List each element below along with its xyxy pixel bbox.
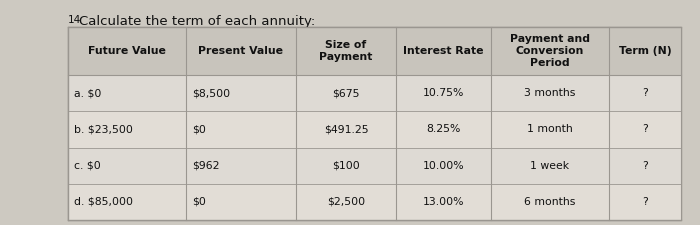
Bar [68,27,681,220]
Text: 14: 14 [68,15,81,25]
Text: Interest Rate: Interest Rate [403,46,484,56]
Text: 10.75%: 10.75% [423,88,464,98]
Text: b. $23,500: b. $23,500 [74,124,133,134]
Text: ?: ? [642,124,648,134]
Text: $491.25: $491.25 [323,124,368,134]
Text: Future Value: Future Value [88,46,166,56]
Text: $0: $0 [192,124,206,134]
Text: Size of
Payment: Size of Payment [319,40,372,62]
Text: $8,500: $8,500 [192,88,230,98]
Text: 13.00%: 13.00% [423,197,464,207]
Text: 10.00%: 10.00% [423,161,464,171]
Text: Payment and
Conversion
Period: Payment and Conversion Period [510,34,590,68]
Text: $2,500: $2,500 [327,197,365,207]
Bar [68,148,681,184]
Text: 6 months: 6 months [524,197,575,207]
Bar [68,184,681,220]
Text: ?: ? [642,88,648,98]
Text: $962: $962 [192,161,220,171]
Text: $0: $0 [192,197,206,207]
Text: 3 months: 3 months [524,88,575,98]
Text: 1 week: 1 week [531,161,570,171]
Text: $675: $675 [332,88,360,98]
Text: 1 month: 1 month [527,124,573,134]
Bar [68,111,681,148]
Bar [68,75,681,111]
Text: 8.25%: 8.25% [426,124,461,134]
Bar [68,27,681,75]
Text: ?: ? [642,161,648,171]
Text: c. $0: c. $0 [74,161,101,171]
Text: ?: ? [642,197,648,207]
Text: Calculate the term of each annuity:: Calculate the term of each annuity: [79,15,315,28]
Text: d. $85,000: d. $85,000 [74,197,133,207]
Text: Present Value: Present Value [199,46,284,56]
Text: a. $0: a. $0 [74,88,102,98]
Text: $100: $100 [332,161,360,171]
Text: Term (N): Term (N) [619,46,671,56]
